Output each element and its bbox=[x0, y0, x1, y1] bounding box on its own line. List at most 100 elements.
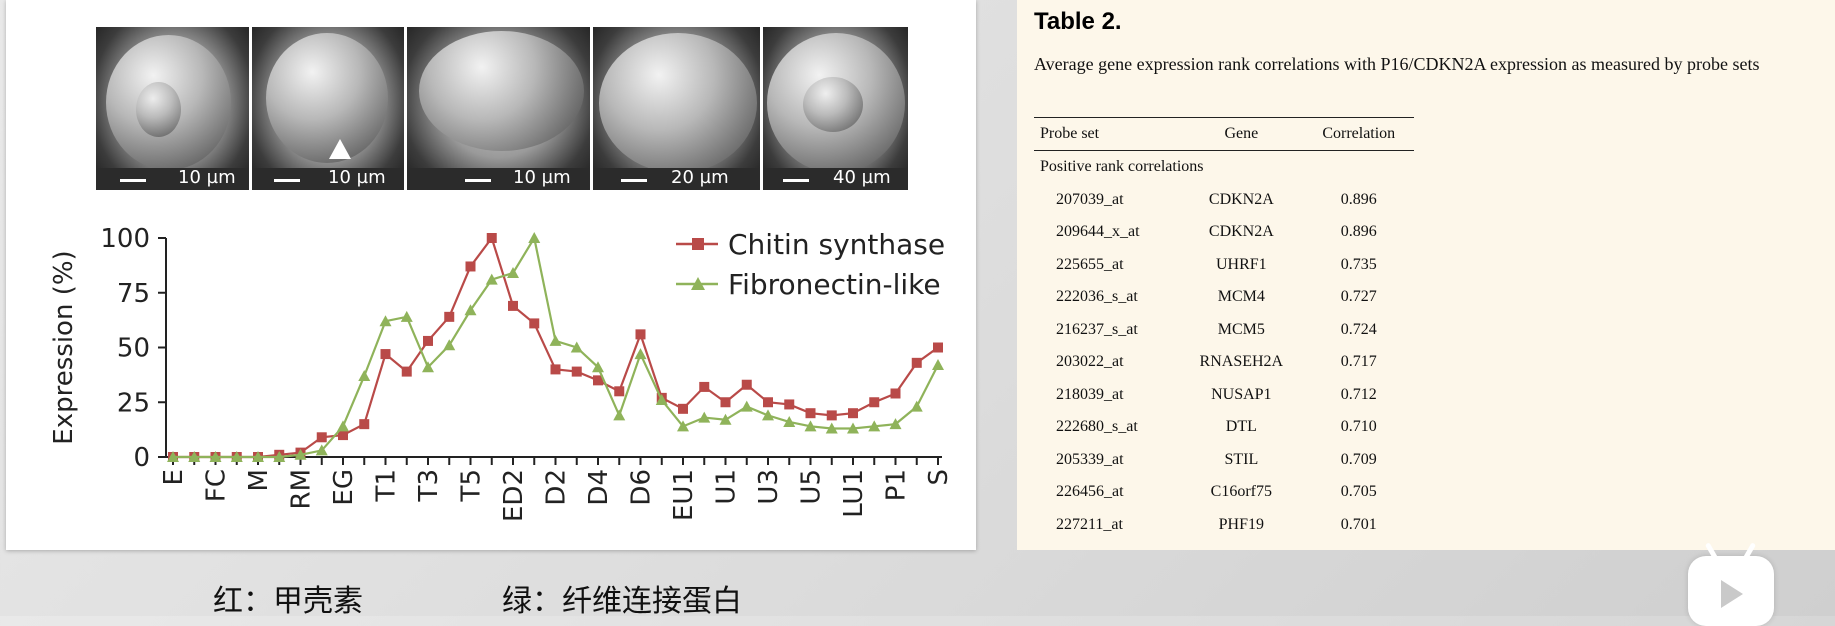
data-point bbox=[763, 397, 773, 408]
data-point bbox=[698, 411, 711, 423]
data-point bbox=[825, 422, 838, 434]
data-point bbox=[910, 400, 923, 412]
data-point bbox=[847, 422, 859, 434]
gene-cell: DTL bbox=[1225, 418, 1257, 436]
gene-cell: CDKN2A bbox=[1208, 190, 1274, 208]
correlation-cell: 0.896 bbox=[1340, 190, 1377, 208]
y-tick-label: 0 bbox=[133, 443, 150, 473]
legend-label: Chitin synthase bbox=[728, 228, 945, 261]
data-point bbox=[890, 388, 901, 399]
data-point bbox=[593, 375, 603, 386]
data-point bbox=[188, 451, 201, 462]
data-point bbox=[741, 379, 752, 390]
x-tick-label: M bbox=[244, 469, 274, 491]
data-point bbox=[423, 335, 433, 346]
data-point bbox=[805, 408, 816, 419]
table-header-row: Probe set Gene Correlation bbox=[1034, 117, 1414, 151]
probe-set-cell: 216237_s_at bbox=[1056, 320, 1138, 338]
data-point bbox=[783, 415, 796, 427]
correlation-cell: 0.710 bbox=[1340, 418, 1377, 436]
table-row: 216237_s_at MCM5 0.724 bbox=[1034, 314, 1414, 347]
data-point bbox=[401, 366, 412, 377]
legend-label: Fibronectin-like bbox=[728, 268, 941, 301]
data-point bbox=[719, 413, 732, 425]
data-point bbox=[444, 311, 455, 322]
data-point bbox=[933, 342, 943, 353]
gene-cell: CDKN2A bbox=[1208, 223, 1274, 241]
scale-label: 10 µm bbox=[178, 167, 236, 188]
micrograph-5: 40 µm bbox=[763, 27, 908, 190]
data-point bbox=[826, 410, 837, 421]
gene-cell: UHRF1 bbox=[1215, 255, 1267, 273]
data-point bbox=[294, 448, 307, 460]
x-tick-label: D6 bbox=[627, 469, 657, 506]
x-tick-label: FC bbox=[202, 469, 232, 502]
scale-label: 20 µm bbox=[671, 167, 729, 188]
x-tick-label: E bbox=[159, 469, 189, 485]
table-row: 222036_s_at MCM4 0.727 bbox=[1034, 281, 1414, 314]
data-point bbox=[614, 386, 625, 397]
data-point bbox=[550, 364, 561, 375]
table-row: 222680_s_at DTL 0.710 bbox=[1034, 411, 1414, 444]
x-tick-label: D4 bbox=[584, 469, 614, 506]
micrograph-3: 10 µm bbox=[407, 27, 590, 190]
table-caption: Average gene expression rank correlation… bbox=[1034, 54, 1760, 74]
data-point bbox=[338, 430, 348, 441]
data-point bbox=[911, 357, 922, 368]
x-tick-label: U5 bbox=[797, 469, 827, 505]
gene-cell: C16orf75 bbox=[1210, 483, 1272, 501]
correlation-cell: 0.735 bbox=[1340, 255, 1377, 273]
table-subheading: Positive rank correlations bbox=[1040, 158, 1204, 176]
y-tick-label: 50 bbox=[117, 334, 150, 364]
correlation-cell: 0.701 bbox=[1340, 515, 1377, 533]
correlation-table: Probe set Gene Correlation Positive rank… bbox=[1034, 117, 1414, 541]
y-tick-label: 25 bbox=[117, 388, 150, 418]
data-point bbox=[315, 444, 328, 456]
probe-set-cell: 218039_at bbox=[1056, 385, 1124, 403]
correlation-cell: 0.717 bbox=[1340, 353, 1377, 371]
correlation-cell: 0.724 bbox=[1340, 320, 1377, 338]
bilibili-play-icon[interactable] bbox=[1688, 542, 1774, 626]
data-point bbox=[379, 315, 392, 327]
data-point bbox=[720, 397, 731, 408]
header-gene: Gene bbox=[1179, 117, 1304, 151]
table-subheading-row: Positive rank correlations bbox=[1034, 151, 1414, 184]
correlation-cell: 0.705 bbox=[1340, 483, 1377, 501]
data-point bbox=[762, 409, 774, 421]
gene-cell: NUSAP1 bbox=[1211, 385, 1272, 403]
data-point bbox=[677, 420, 689, 432]
data-point bbox=[571, 366, 582, 377]
gene-cell: RNASEH2A bbox=[1199, 353, 1284, 371]
data-point bbox=[443, 339, 456, 351]
table-row: 203022_at RNASEH2A 0.717 bbox=[1034, 346, 1414, 379]
x-tick-label: EU1 bbox=[669, 469, 699, 521]
arrowhead-marker bbox=[329, 139, 351, 159]
data-point bbox=[485, 273, 498, 285]
data-point bbox=[592, 361, 604, 373]
x-tick-label: EG bbox=[329, 469, 359, 506]
caption-green: 绿：纤维连接蛋白 bbox=[502, 584, 742, 619]
data-point bbox=[570, 341, 583, 353]
probe-set-cell: 203022_at bbox=[1056, 353, 1124, 371]
x-tick-label: U3 bbox=[754, 469, 784, 505]
data-point bbox=[209, 451, 222, 462]
data-point bbox=[167, 451, 179, 462]
data-point bbox=[464, 304, 477, 316]
probe-set-cell: 205339_at bbox=[1056, 450, 1124, 468]
gene-cell: STIL bbox=[1224, 450, 1259, 468]
data-point bbox=[337, 420, 349, 432]
table-row: 227211_at PHF19 0.701 bbox=[1034, 509, 1414, 542]
data-point bbox=[273, 451, 286, 462]
micrograph-1: 10 µm bbox=[96, 27, 249, 190]
scale-label: 10 µm bbox=[513, 167, 571, 188]
gene-cell: PHF19 bbox=[1218, 515, 1265, 533]
probe-set-cell: 225655_at bbox=[1056, 255, 1124, 273]
data-point bbox=[230, 451, 243, 462]
correlation-cell: 0.896 bbox=[1340, 223, 1377, 241]
header-probe-set: Probe set bbox=[1034, 117, 1180, 151]
table-row: 209644_x_at CDKN2A 0.896 bbox=[1034, 216, 1414, 249]
gene-cell: MCM5 bbox=[1217, 320, 1265, 338]
correlation-cell: 0.709 bbox=[1340, 450, 1377, 468]
probe-set-cell: 226456_at bbox=[1056, 483, 1124, 501]
data-point bbox=[868, 420, 881, 432]
